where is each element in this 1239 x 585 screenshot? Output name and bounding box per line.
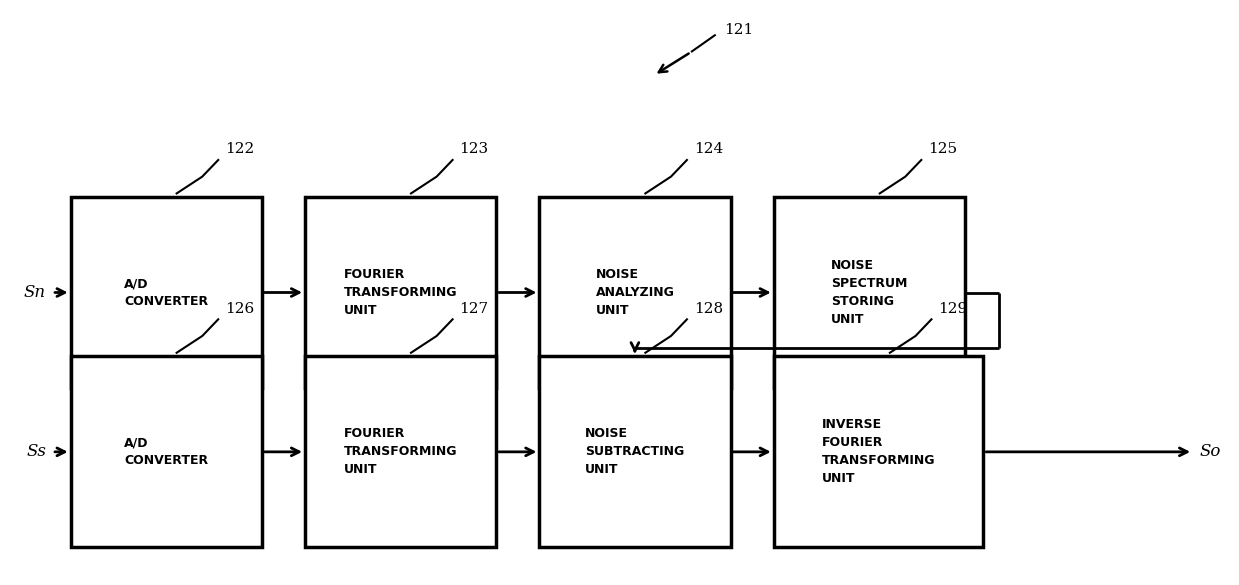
Text: Ss: Ss bbox=[26, 443, 46, 460]
Bar bbox=[305, 197, 496, 388]
Text: 122: 122 bbox=[225, 142, 254, 156]
Text: A/D
CONVERTER: A/D CONVERTER bbox=[124, 436, 208, 467]
Bar bbox=[773, 356, 984, 548]
Text: 127: 127 bbox=[460, 302, 488, 316]
Bar bbox=[539, 197, 731, 388]
Text: NOISE
SUBTRACTING
UNIT: NOISE SUBTRACTING UNIT bbox=[585, 428, 684, 476]
Text: FOURIER
TRANSFORMING
UNIT: FOURIER TRANSFORMING UNIT bbox=[343, 428, 457, 476]
Text: INVERSE
FOURIER
TRANSFORMING
UNIT: INVERSE FOURIER TRANSFORMING UNIT bbox=[821, 418, 935, 486]
Bar bbox=[773, 197, 965, 388]
Text: Sn: Sn bbox=[24, 284, 46, 301]
Text: 123: 123 bbox=[460, 142, 488, 156]
Text: 126: 126 bbox=[225, 302, 254, 316]
Text: 128: 128 bbox=[694, 302, 722, 316]
Bar bbox=[71, 356, 261, 548]
Bar bbox=[71, 197, 261, 388]
Text: 129: 129 bbox=[938, 302, 968, 316]
Text: 124: 124 bbox=[694, 142, 724, 156]
Bar bbox=[539, 356, 731, 548]
Text: 121: 121 bbox=[725, 23, 753, 37]
Text: So: So bbox=[1199, 443, 1220, 460]
Text: FOURIER
TRANSFORMING
UNIT: FOURIER TRANSFORMING UNIT bbox=[343, 268, 457, 317]
Text: 125: 125 bbox=[928, 142, 958, 156]
Text: NOISE
ANALYZING
UNIT: NOISE ANALYZING UNIT bbox=[596, 268, 674, 317]
Bar bbox=[305, 356, 496, 548]
Text: NOISE
SPECTRUM
STORING
UNIT: NOISE SPECTRUM STORING UNIT bbox=[831, 259, 907, 326]
Text: A/D
CONVERTER: A/D CONVERTER bbox=[124, 277, 208, 308]
